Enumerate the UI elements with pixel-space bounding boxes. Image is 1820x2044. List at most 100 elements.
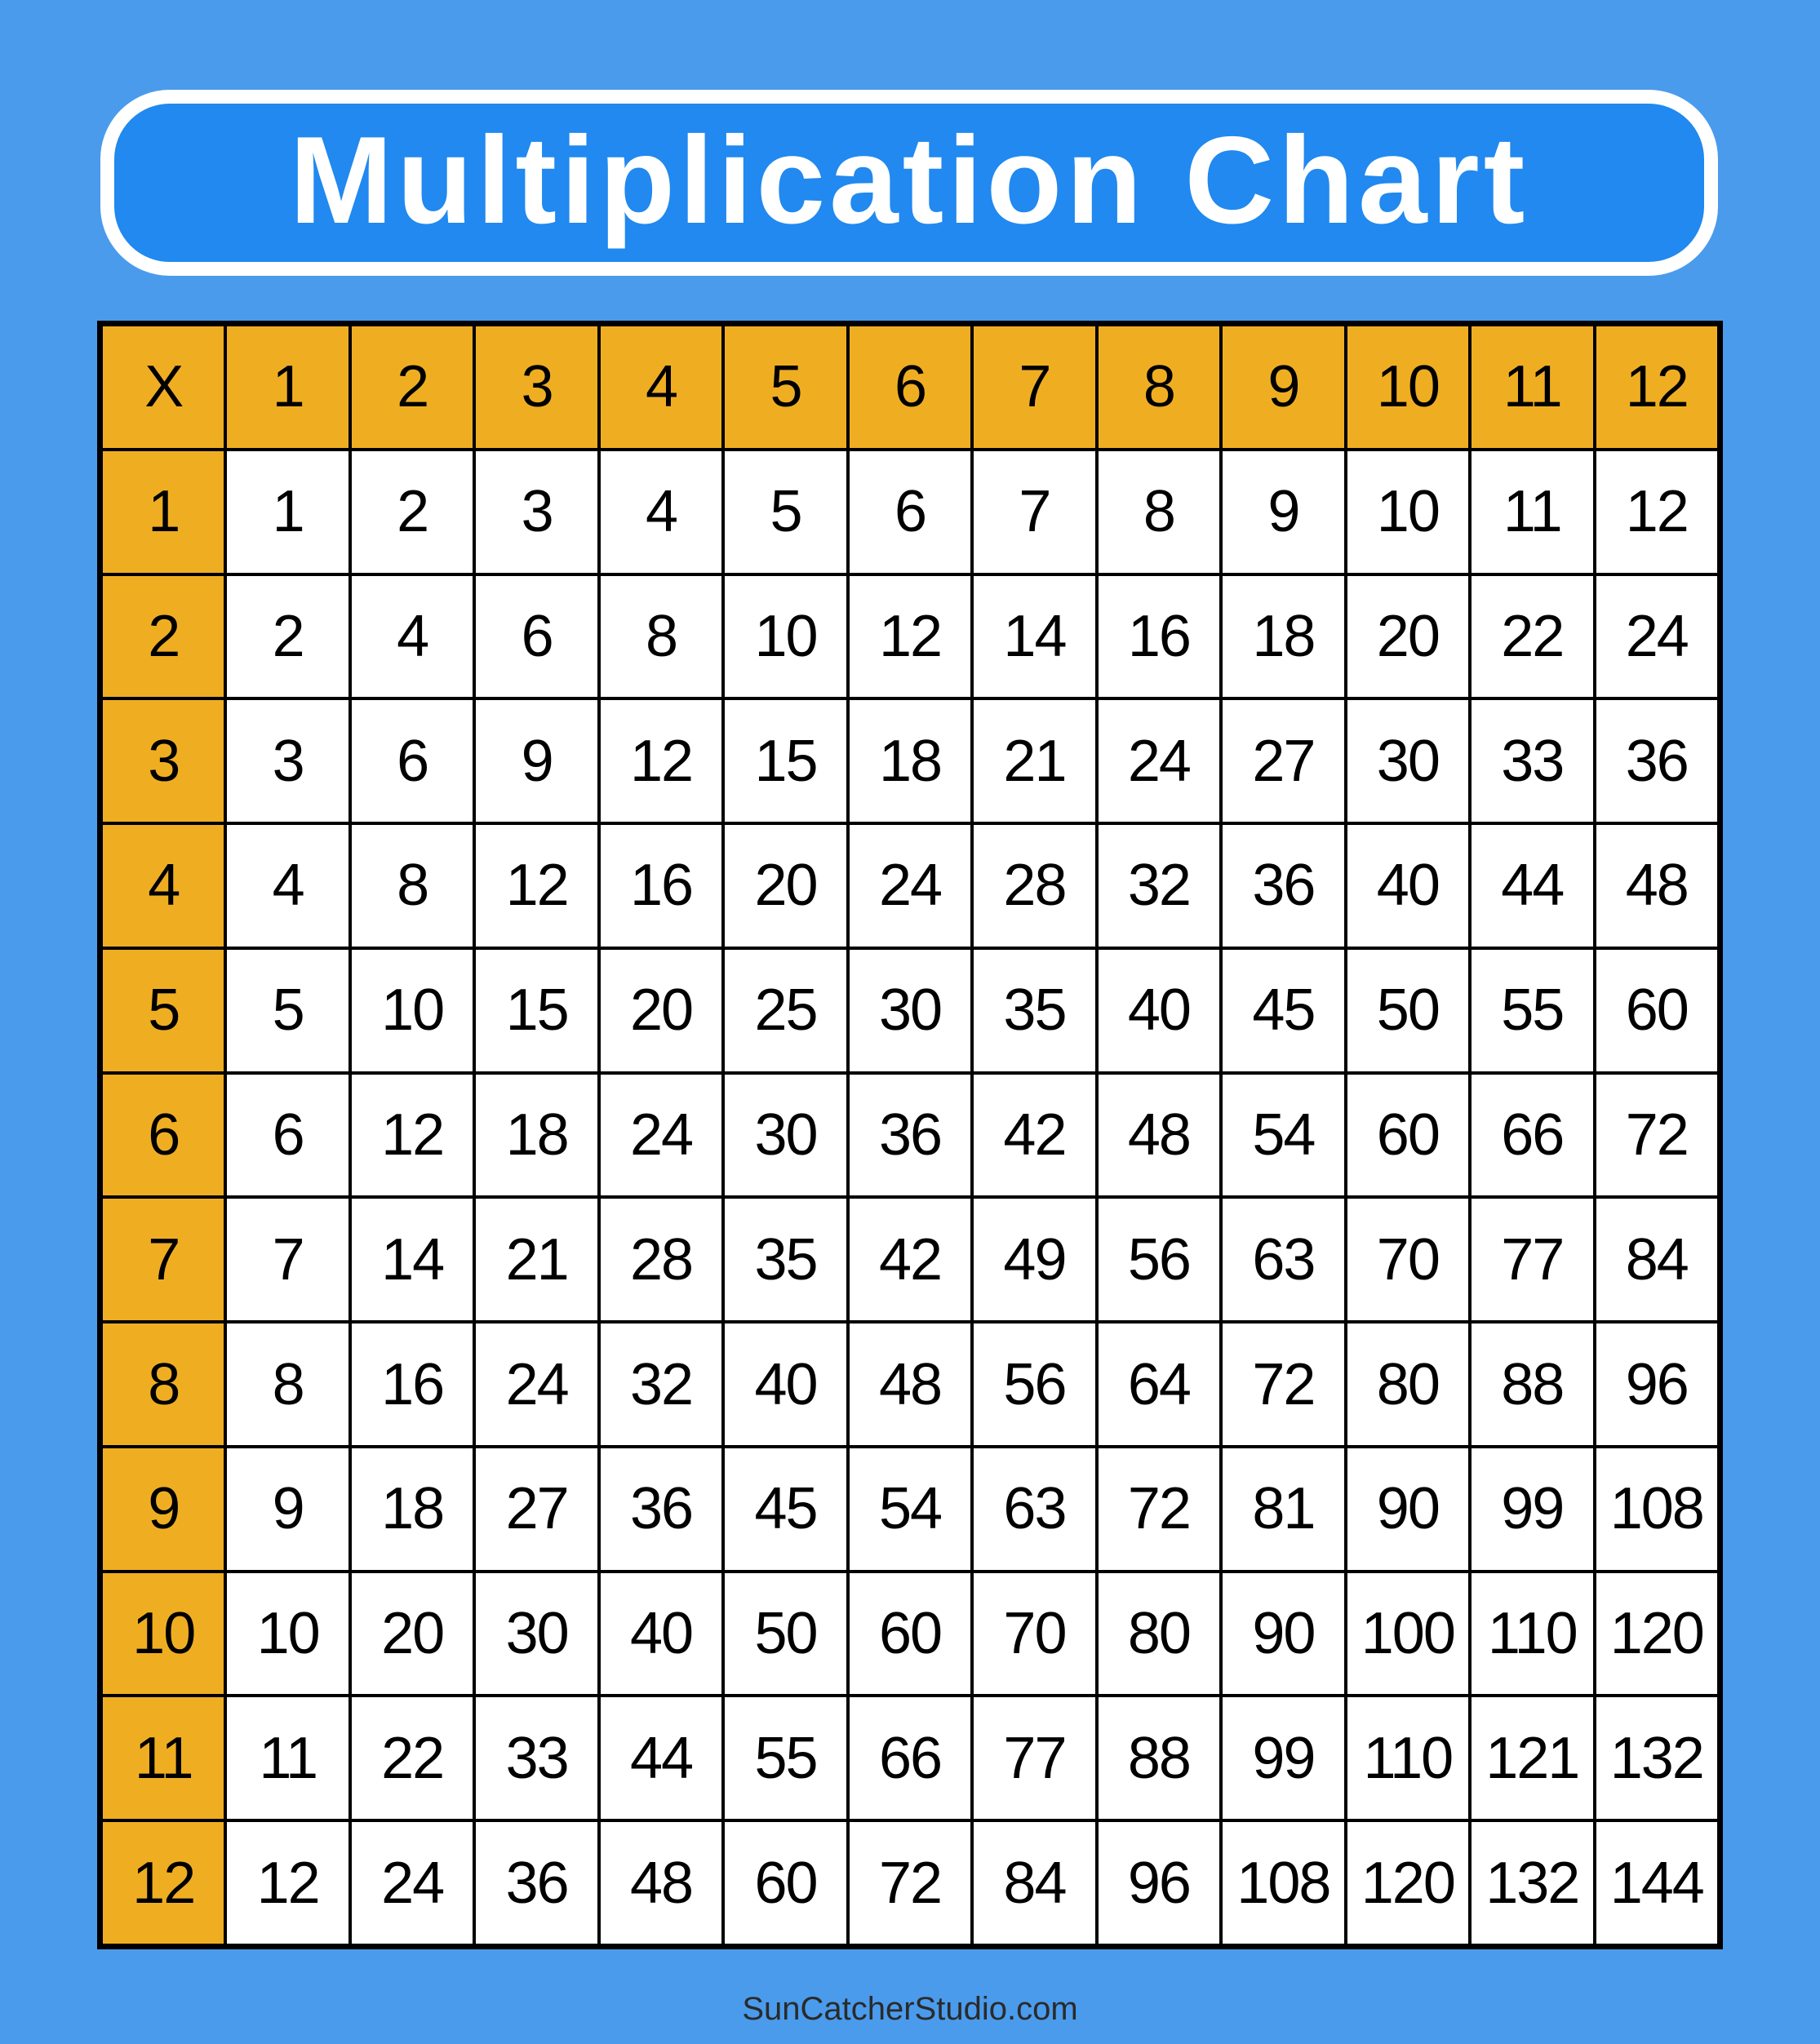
product-cell: 72 [1098,1448,1220,1570]
product-cell: 12 [849,575,971,698]
product-cell: 99 [1223,1697,1344,1820]
column-header: 8 [1098,326,1220,448]
product-cell: 6 [351,700,473,822]
product-cell: 10 [725,575,846,698]
product-cell: 55 [1472,949,1593,1071]
row-header: 6 [103,1074,224,1196]
product-cell: 14 [974,575,1095,698]
product-cell: 7 [227,1199,348,1321]
product-cell: 28 [600,1199,722,1321]
product-cell: 100 [1347,1572,1469,1695]
product-cell: 132 [1472,1822,1593,1944]
product-cell: 7 [974,450,1095,573]
product-cell: 63 [974,1448,1095,1570]
product-cell: 110 [1472,1572,1593,1695]
product-cell: 42 [974,1074,1095,1196]
column-header: 10 [1347,326,1469,448]
product-cell: 8 [600,575,722,698]
product-cell: 110 [1347,1697,1469,1820]
product-cell: 12 [600,700,722,822]
product-cell: 2 [227,575,348,698]
product-cell: 9 [476,700,597,822]
product-cell: 48 [849,1324,971,1445]
product-cell: 18 [849,700,971,822]
product-cell: 36 [1223,825,1344,947]
column-header: 12 [1596,326,1717,448]
product-cell: 10 [1347,450,1469,573]
product-cell: 121 [1472,1697,1593,1820]
product-cell: 120 [1347,1822,1469,1944]
product-cell: 40 [600,1572,722,1695]
row-header: 4 [103,825,224,947]
product-cell: 48 [1596,825,1717,947]
product-cell: 84 [974,1822,1095,1944]
product-cell: 108 [1223,1822,1344,1944]
product-cell: 66 [1472,1074,1593,1196]
product-cell: 11 [1472,450,1593,573]
product-cell: 45 [725,1448,846,1570]
product-cell: 96 [1596,1324,1717,1445]
product-cell: 25 [725,949,846,1071]
product-cell: 18 [1223,575,1344,698]
product-cell: 18 [351,1448,473,1570]
column-header: 1 [227,326,348,448]
column-header: 4 [600,326,722,448]
product-cell: 49 [974,1199,1095,1321]
product-cell: 20 [725,825,846,947]
product-cell: 72 [849,1822,971,1944]
product-cell: 3 [476,450,597,573]
product-cell: 12 [476,825,597,947]
product-cell: 48 [1098,1074,1220,1196]
product-cell: 18 [476,1074,597,1196]
product-cell: 84 [1596,1199,1717,1321]
product-cell: 24 [600,1074,722,1196]
row-header: 7 [103,1199,224,1321]
product-cell: 24 [1596,575,1717,698]
product-cell: 22 [1472,575,1593,698]
product-cell: 22 [351,1697,473,1820]
product-cell: 9 [1223,450,1344,573]
row-header: 8 [103,1324,224,1445]
corner-label: X [103,326,224,448]
column-header: 5 [725,326,846,448]
product-cell: 33 [1472,700,1593,822]
row-header: 2 [103,575,224,698]
product-cell: 12 [351,1074,473,1196]
product-cell: 27 [476,1448,597,1570]
product-cell: 50 [725,1572,846,1695]
product-cell: 132 [1596,1697,1717,1820]
product-cell: 54 [1223,1074,1344,1196]
product-cell: 60 [725,1822,846,1944]
product-cell: 1 [227,450,348,573]
product-cell: 36 [600,1448,722,1570]
product-cell: 30 [476,1572,597,1695]
product-cell: 60 [1596,949,1717,1071]
product-cell: 90 [1223,1572,1344,1695]
row-header: 12 [103,1822,224,1944]
product-cell: 16 [600,825,722,947]
product-cell: 63 [1223,1199,1344,1321]
product-cell: 80 [1098,1572,1220,1695]
product-cell: 88 [1472,1324,1593,1445]
product-cell: 12 [227,1822,348,1944]
product-cell: 77 [1472,1199,1593,1321]
product-cell: 8 [227,1324,348,1445]
product-cell: 36 [849,1074,971,1196]
column-header: 7 [974,326,1095,448]
product-cell: 120 [1596,1572,1717,1695]
product-cell: 40 [1347,825,1469,947]
product-cell: 64 [1098,1324,1220,1445]
product-cell: 36 [476,1822,597,1944]
product-cell: 32 [1098,825,1220,947]
product-cell: 99 [1472,1448,1593,1570]
page-title: Multiplication Chart [289,111,1529,250]
row-header: 1 [103,450,224,573]
product-cell: 15 [476,949,597,1071]
product-cell: 96 [1098,1822,1220,1944]
product-cell: 33 [476,1697,597,1820]
product-cell: 72 [1596,1074,1717,1196]
row-header: 9 [103,1448,224,1570]
product-cell: 35 [725,1199,846,1321]
column-header: 2 [351,326,473,448]
product-cell: 24 [849,825,971,947]
